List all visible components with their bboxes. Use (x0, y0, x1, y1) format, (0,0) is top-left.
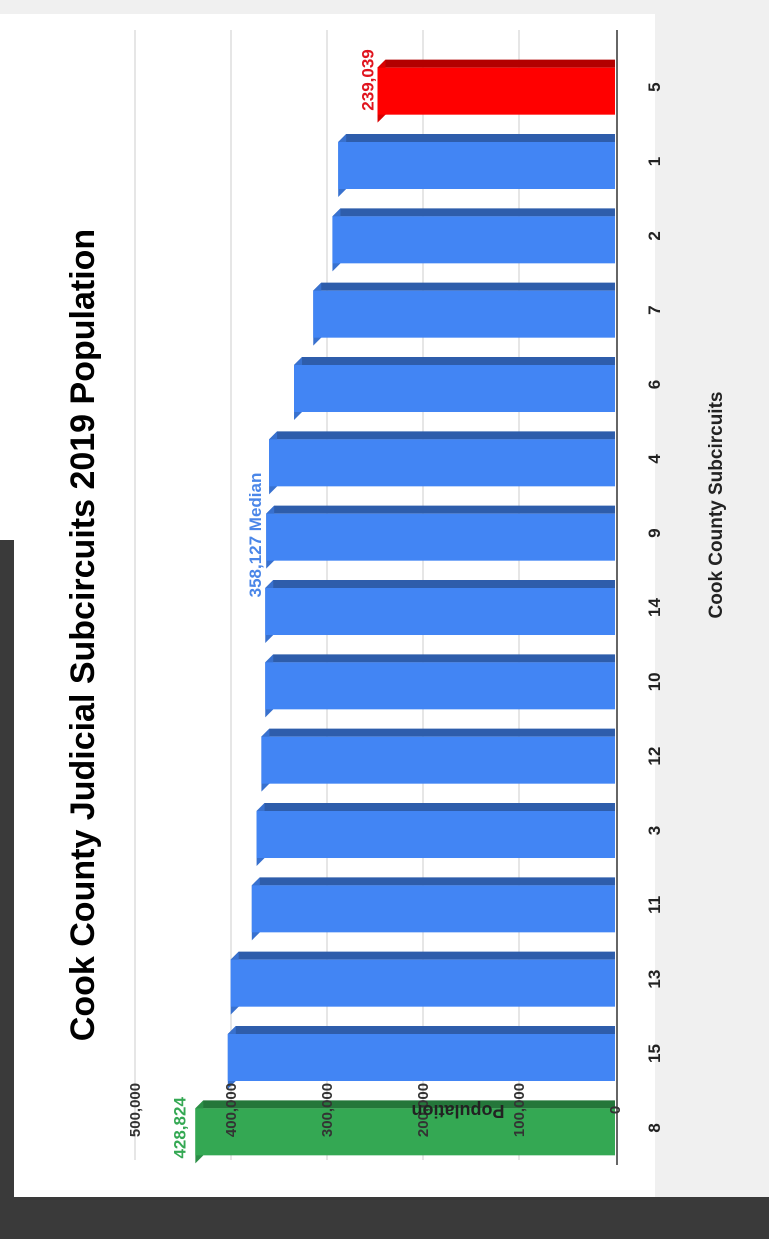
bar (261, 736, 615, 784)
bar-group (269, 431, 615, 495)
data-annotation: 428,824 (170, 1097, 189, 1159)
x-tick-label: 14 (645, 598, 664, 617)
text: Cook County Judicial Subcircuits 2019 Po… (64, 229, 727, 1121)
bar (227, 1033, 616, 1082)
data-annotation: 358,127 Median (246, 473, 265, 598)
bar-group (265, 654, 615, 718)
y-tick-label: 400,000 (223, 1083, 240, 1137)
bar-group (338, 133, 615, 198)
bar (377, 67, 615, 115)
bar-depth-face (251, 877, 616, 886)
y-axis-label: Population (412, 1101, 505, 1121)
x-tick-label: 12 (645, 747, 664, 766)
x-tick-label: 4 (645, 454, 664, 464)
bar-group (265, 579, 615, 644)
bar (251, 885, 616, 933)
bar-group (251, 877, 616, 941)
bar-depth-face (227, 1025, 616, 1034)
x-tick-label: 1 (645, 157, 664, 166)
bar (195, 1108, 615, 1156)
bar (313, 290, 615, 338)
x-tick-label: 8 (645, 1123, 664, 1132)
bar-depth-face (195, 1100, 615, 1109)
bar-depth-face (377, 59, 615, 68)
bar (230, 959, 615, 1007)
frame-left (0, 540, 14, 1239)
bar (266, 513, 615, 561)
bar (332, 216, 615, 264)
bar-group (261, 728, 615, 792)
bar (294, 364, 615, 413)
y-tick-label: 0 (607, 1106, 624, 1114)
bar-group (377, 59, 615, 123)
y-tick-label: 500,000 (127, 1083, 144, 1137)
x-tick-label: 10 (645, 672, 664, 691)
data-annotation: 239,039 (359, 49, 378, 110)
x-tick-label: 6 (645, 380, 664, 389)
bar-depth-face (266, 505, 615, 514)
x-tick-label: 9 (645, 528, 664, 537)
bar-group (332, 208, 615, 272)
bar-depth-face (265, 654, 615, 663)
bar-depth-face (332, 208, 615, 217)
bar (265, 662, 615, 710)
frame-bottom (0, 1197, 769, 1239)
y-tick-label: 100,000 (511, 1083, 528, 1137)
bar (256, 810, 615, 859)
frame-top (0, 0, 769, 14)
bar (265, 587, 615, 636)
bar (338, 141, 615, 190)
x-tick-label: 15 (645, 1044, 664, 1063)
bar-group (195, 1100, 615, 1164)
bar-group (294, 356, 615, 421)
bar-group (227, 1025, 616, 1090)
bar-group (266, 505, 615, 569)
bar-depth-face (256, 802, 615, 811)
bar-depth-face (261, 728, 615, 737)
x-axis-label: Cook County Subcircuits (706, 392, 727, 619)
x-tick-label: 2 (645, 231, 664, 240)
bar-group (256, 802, 615, 867)
frame-top-right (655, 0, 769, 1239)
x-tick-label: 11 (645, 896, 664, 914)
bar-depth-face (338, 133, 615, 142)
y-tick-label: 200,000 (415, 1083, 432, 1137)
bar (269, 439, 615, 487)
bar-group (313, 282, 615, 346)
bar-group (230, 951, 615, 1015)
x-tick-label: 7 (645, 305, 664, 314)
x-tick-label: 3 (645, 826, 664, 835)
bars (195, 59, 616, 1164)
x-tick-label: 13 (645, 970, 664, 989)
y-tick-label: 300,000 (319, 1083, 336, 1137)
bar-depth-face (294, 356, 615, 365)
chart-title: Cook County Judicial Subcircuits 2019 Po… (64, 229, 102, 1041)
bar-depth-face (265, 579, 615, 588)
x-tick-label: 5 (645, 82, 664, 91)
bar-depth-face (230, 951, 615, 960)
bar-depth-face (269, 431, 615, 440)
bar-depth-face (313, 282, 615, 291)
